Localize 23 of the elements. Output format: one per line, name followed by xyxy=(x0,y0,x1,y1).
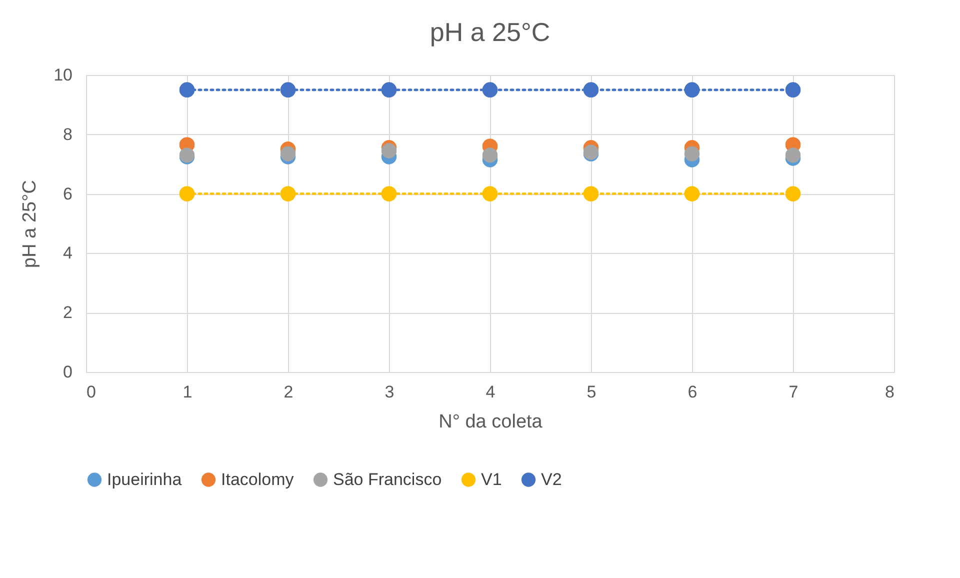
y-tick-label: 10 xyxy=(54,66,72,84)
y-tick-label: 4 xyxy=(63,244,72,263)
legend-label: Ipueirinha xyxy=(107,470,182,489)
y-axis-title: pH a 25°C xyxy=(20,180,41,268)
legend-label: Itacolomy xyxy=(221,470,294,489)
x-tick-label: 3 xyxy=(384,382,394,402)
x-tick-label: 6 xyxy=(688,382,698,402)
x-tick-label: 1 xyxy=(182,382,192,402)
y-tick-label: 0 xyxy=(63,362,72,382)
x-tick-label: 4 xyxy=(486,382,496,402)
y-tick-label: 8 xyxy=(63,124,72,144)
x-tick-label: 8 xyxy=(885,382,894,402)
x-tick-label: 5 xyxy=(586,382,596,402)
legend-label: São Francisco xyxy=(333,470,442,489)
x-axis-title: N° da coleta xyxy=(438,412,543,432)
x-tick-label: 0 xyxy=(86,382,96,402)
legend-label: V2 xyxy=(541,470,562,489)
y-tick-label: 6 xyxy=(63,184,72,204)
chart-title: pH a 25°C xyxy=(430,17,550,47)
x-tick-label: 7 xyxy=(788,382,798,402)
y-tick-label: 2 xyxy=(63,303,72,322)
x-tick-label: 2 xyxy=(284,382,294,402)
legend-label: V1 xyxy=(481,470,502,489)
